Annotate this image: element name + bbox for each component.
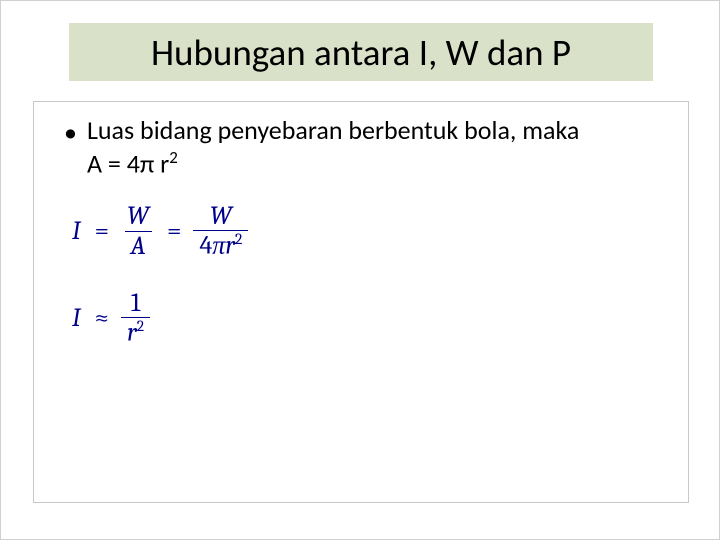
bullet-line1: Luas bidang penyebaran berbentuk bola, m… [87, 114, 579, 146]
bullet-line2-var: r [154, 147, 169, 179]
f1-frac2: W 4πr2 [193, 202, 248, 261]
content-area: • Luas bidang penyebaran berbentuk bola,… [33, 101, 689, 503]
bullet-line2-pi: π [140, 147, 154, 179]
f1-frac1-num: W [121, 202, 155, 231]
bullet-marker: • [64, 116, 77, 149]
f1-frac2-den: 4πr2 [193, 230, 248, 260]
title-box: Hubungan antara I, W dan P [69, 23, 653, 81]
formula-1: I = W A = W 4πr2 [72, 202, 670, 261]
body-text: Luas bidang penyebaran berbentuk bola, m… [87, 114, 579, 180]
slide-container: Hubungan antara I, W dan P • Luas bidang… [0, 0, 720, 540]
f2-den-var: r [127, 318, 137, 348]
f1-frac1: W A [121, 202, 155, 260]
f1-frac2-num: W [204, 202, 238, 231]
f2-frac-num: 1 [125, 289, 146, 318]
f1-den-var: r [225, 231, 235, 261]
f2-lhs: I [72, 303, 81, 333]
f2-op: ≈ [95, 303, 109, 333]
f2-den-exp: 2 [137, 317, 144, 335]
f1-eq1: = [95, 216, 109, 246]
slide-title: Hubungan antara I, W dan P [151, 30, 571, 75]
f1-frac1-den: A [125, 231, 152, 261]
f1-lhs: I [72, 216, 81, 246]
f1-den-pi: π [212, 231, 225, 261]
f1-den-exp: 2 [235, 230, 242, 248]
formula-block: I = W A = W 4πr2 I ≈ 1 r2 [72, 202, 670, 348]
f2-frac-den: r2 [121, 317, 150, 347]
bullet-line2-prefix: A = 4 [87, 147, 140, 179]
bullet-item: • Luas bidang penyebaran berbentuk bola,… [64, 114, 670, 180]
f1-den-coeff: 4 [199, 231, 212, 261]
f2-frac: 1 r2 [121, 289, 150, 348]
f1-eq2: = [167, 216, 181, 246]
formula-2: I ≈ 1 r2 [72, 289, 670, 348]
bullet-line2-exp: 2 [169, 147, 178, 168]
